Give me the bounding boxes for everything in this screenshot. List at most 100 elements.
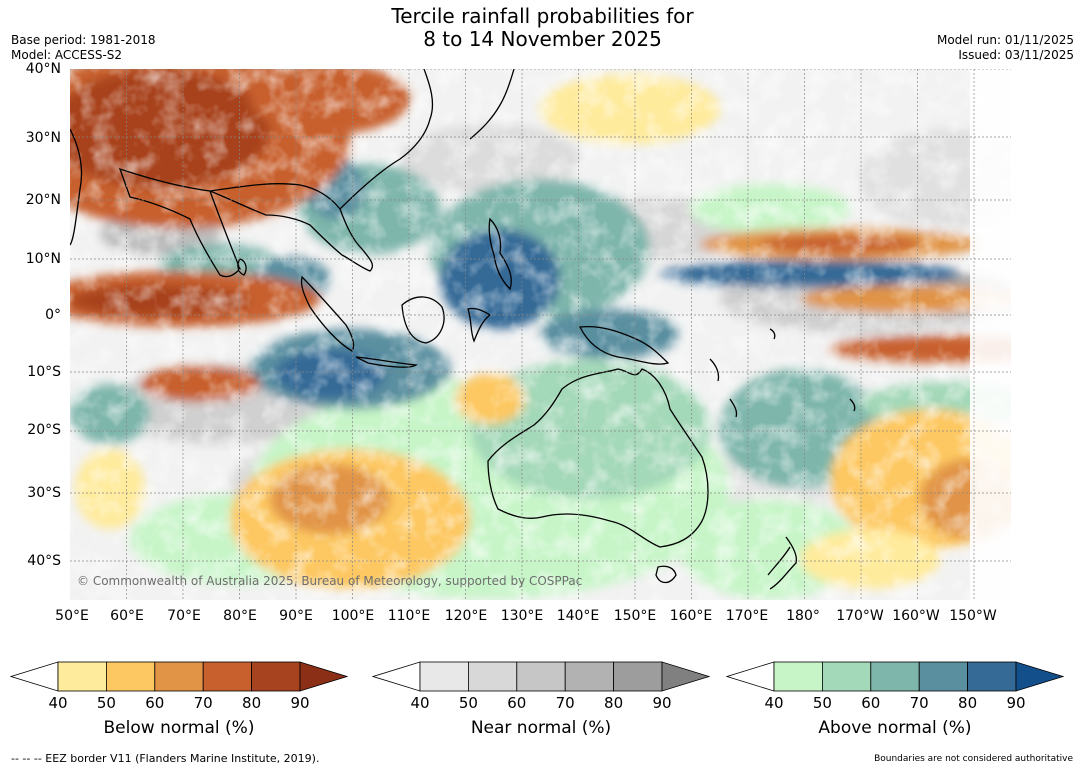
lon-label-110e: 110°E [387,608,431,624]
field-texture [70,69,1011,600]
model-text: Model: ACCESS-S2 [11,48,123,62]
tasmania-coastline [655,565,677,584]
philippines-coastline [488,217,512,291]
java-coastline [355,356,418,368]
lon-label-150e: 150°E [613,608,657,624]
colorbar-tick-label: 90 [1006,694,1026,712]
china-coastline [339,69,434,210]
issued-text: Issued: 03/11/2025 [958,48,1074,62]
lon-label-170e: 170°E [725,608,769,624]
colorbar-segment [251,661,301,692]
colorbar-segment [202,661,252,692]
colorbar-segment [57,661,107,692]
lon-label-160e: 160°E [669,608,713,624]
colorbar-tick-label: 70 [909,694,929,712]
header-left: Base period: 1981-2018 Model: ACCESS-S2 [11,33,156,63]
map-title: Tercile rainfall probabilities for 8 to … [0,5,1085,51]
sri-lanka-coastline [237,258,247,276]
lat-label-30n: 30°N [25,130,61,146]
lat-label-10n: 10°N [25,251,61,267]
colorbar-tick-label: 90 [290,694,310,712]
sulawesi-coastline [467,307,492,343]
pacific-islands [709,328,856,418]
colorbar-below-normal: 40 50 60 70 80 90 Below normal (%) [10,661,348,741]
lon-label-120e: 120°E [444,608,488,624]
model-run-text: Model run: 01/11/2025 [936,33,1074,47]
lon-label-180: 180° [786,608,820,624]
colorbar-segment [106,661,156,692]
colorbar-tick-label: 80 [604,694,624,712]
colorbar-swatches [10,661,348,692]
colorbar-tick-label: 50 [96,694,116,712]
colorbar-high-extend [299,661,348,692]
arabia-coastline [70,128,83,246]
colorbar-tick-label: 60 [145,694,165,712]
title-line-2: 8 to 14 November 2025 [423,27,662,51]
colorbar-segment [516,661,566,692]
lon-label-150w: 150°W [949,608,997,624]
colorbar-high-extend [1015,661,1064,692]
colorbar-swatches [372,661,710,692]
colorbar-tick-label: 60 [861,694,881,712]
lon-label-50e: 50°E [55,608,89,624]
lat-label-40n: 40°N [25,61,61,77]
base-period-text: Base period: 1981-2018 [11,33,156,47]
lat-label-0: 0° [45,307,61,323]
colorbar-high-extend [661,661,710,692]
lon-label-60e: 60°E [110,608,144,624]
new-guinea-coastline [578,325,670,365]
australia-coastline [487,368,709,548]
lon-label-70e: 70°E [167,608,201,624]
colorbar-tick-label: 40 [48,694,68,712]
colorbar-tick-label: 80 [242,694,262,712]
colorbar-swatches [726,661,1064,692]
lon-label-170w: 170°W [836,608,884,624]
colorbar-segment [918,661,968,692]
graticule [70,69,1011,600]
coastlines [70,69,856,590]
lon-label-90e: 90°E [279,608,313,624]
colorbar-title: Near normal (%) [470,718,612,738]
colorbar-title: Below normal (%) [103,718,255,738]
colorbar-tick-label: 50 [812,694,832,712]
indochina-coastline [207,183,374,272]
lon-label-130e: 130°E [500,608,544,624]
colorbar-above-normal: 40 50 60 70 80 90 Above normal (%) [726,661,1064,741]
colorbar-tick-label: 60 [507,694,527,712]
lon-label-100e: 100°E [331,608,375,624]
colorbar-segment [613,661,663,692]
colorbar-tick-label: 40 [410,694,430,712]
colorbar-tick-label: 80 [958,694,978,712]
colorbar-tick-label: 70 [193,694,213,712]
colorbar-segment [773,661,823,692]
lat-label-40s: 40°S [27,553,61,569]
lat-label-30s: 30°S [27,485,61,501]
copyright-text: © Commonwealth of Australia 2025, Bureau… [77,574,583,588]
colorbar-title: Above normal (%) [818,718,972,738]
boundary-note: Boundaries are not considered authoritat… [874,754,1073,764]
colorbar-tick-label: 90 [652,694,672,712]
borneo-coastline [401,296,445,344]
colorbar-tick-label: 40 [764,694,784,712]
lon-label-80e: 80°E [223,608,257,624]
colorbar-segment [419,661,469,692]
lon-label-140e: 140°E [556,608,600,624]
colorbar-segment [468,661,518,692]
colorbar-segment [154,661,204,692]
colorbar-low-extend [726,661,775,692]
colorbar-tick-label: 70 [555,694,575,712]
colorbar-segment [564,661,614,692]
lat-label-20n: 20°N [25,192,61,208]
sumatra-coastline [300,275,355,352]
lon-label-160w: 160°W [892,608,940,624]
colorbar-low-extend [10,661,59,692]
japan-coastline [469,69,515,140]
eez-note: -- -- -- EEZ border V11 (Flanders Marine… [11,752,320,765]
lat-label-10s: 10°S [27,364,61,380]
colorbar-segment [967,661,1017,692]
colorbar-segment [822,661,872,692]
colorbar-near-normal: 40 50 60 70 80 90 Near normal (%) [372,661,710,741]
india-coastline [118,167,241,278]
rainfall-probability-map [70,69,1011,600]
header-right: Model run: 01/11/2025 Issued: 03/11/2025 [937,33,1074,63]
